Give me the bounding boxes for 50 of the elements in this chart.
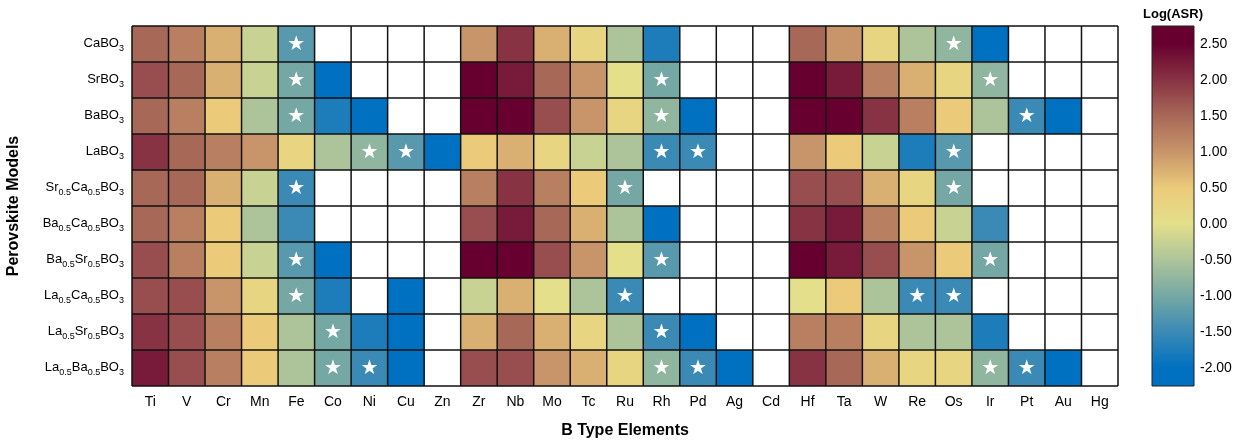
color-bar-label: 1.50 — [1200, 106, 1228, 123]
x-tick-label: Mo — [542, 393, 562, 410]
x-tick-label: Ir — [985, 393, 995, 410]
x-tick-label: Os — [944, 393, 963, 410]
color-bar-label: 1.00 — [1200, 142, 1228, 159]
x-tick-label: Re — [908, 393, 927, 410]
x-tick-label: Zr — [472, 393, 486, 410]
x-tick-label: Zn — [434, 393, 451, 410]
y-axis-title: Perovskite Models — [4, 135, 22, 277]
y-tick-label: La$_{0.5}$Sr$_{0.5}$BO$_{3}$ — [47, 323, 124, 341]
y-tick-label: Sr$_{0.5}$Ca$_{0.5}$BO$_{3}$ — [45, 179, 124, 197]
color-bar-title: Log(ASR) — [1143, 6, 1203, 22]
y-tick-label: BaBO$_{3}$ — [84, 107, 124, 125]
color-bar-label: -1.00 — [1200, 286, 1233, 303]
y-tick-label: La$_{0.5}$Ca$_{0.5}$BO$_{3}$ — [44, 287, 124, 305]
x-tick-label: Ta — [836, 393, 852, 410]
color-bar-label: 2.50 — [1200, 34, 1228, 51]
x-tick-label: Cu — [396, 393, 415, 410]
x-axis-title: B Type Elements — [561, 420, 689, 438]
x-tick-label: V — [182, 393, 193, 410]
x-tick-label: Pd — [689, 393, 707, 410]
x-tick-label: Nb — [506, 393, 525, 410]
color-bar-label: 2.00 — [1200, 70, 1228, 87]
x-tick-label: Ni — [362, 393, 376, 410]
x-tick-label: Ag — [725, 393, 744, 410]
x-tick-label: Fe — [288, 393, 305, 410]
x-tick-label: Tc — [581, 393, 596, 410]
x-tick-label: Hg — [1090, 393, 1109, 410]
y-tick-label: Ba$_{0.5}$Ca$_{0.5}$BO$_{3}$ — [42, 215, 124, 233]
x-tick-label: Mn — [250, 393, 270, 410]
color-bar-label: -0.50 — [1200, 250, 1233, 267]
y-tick-label: LaBO$_{3}$ — [85, 143, 124, 161]
color-bar-label: -1.50 — [1200, 322, 1233, 339]
color-bar-label: -2.00 — [1200, 358, 1233, 375]
x-tick-label: Cr — [215, 393, 232, 410]
color-bar-label: 0.50 — [1200, 178, 1228, 195]
x-tick-label: Ru — [616, 393, 634, 410]
x-tick-label: W — [874, 393, 889, 410]
x-tick-label: Hf — [800, 393, 815, 410]
x-tick-label: Au — [1054, 393, 1072, 410]
y-tick-label: La$_{0.5}$Ba$_{0.5}$BO$_{3}$ — [44, 359, 124, 377]
x-tick-label: Ti — [144, 393, 156, 410]
x-tick-label: Pt — [1020, 393, 1034, 410]
y-tick-label: Ba$_{0.5}$Sr$_{0.5}$BO$_{3}$ — [46, 251, 124, 269]
x-tick-label: Co — [323, 393, 343, 410]
y-tick-label: SrBO$_{3}$ — [87, 71, 124, 89]
y-tick-label: CaBO$_{3}$ — [83, 35, 124, 53]
x-tick-label: Cd — [762, 393, 781, 410]
color-bar-label: 0.00 — [1200, 214, 1228, 231]
x-tick-label: Rh — [652, 393, 671, 410]
